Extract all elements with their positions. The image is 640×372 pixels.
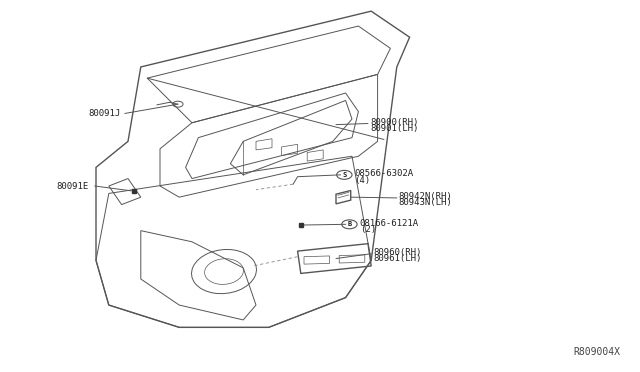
Text: 80960(RH): 80960(RH) <box>373 248 422 257</box>
Text: 80900(RH): 80900(RH) <box>370 118 419 126</box>
Text: 80091E: 80091E <box>56 182 88 190</box>
Text: 80091J: 80091J <box>88 109 120 118</box>
Text: (2): (2) <box>360 225 376 234</box>
Text: R809004X: R809004X <box>574 347 621 357</box>
Text: B: B <box>348 221 351 227</box>
Text: S: S <box>342 172 346 178</box>
Text: 80942N(RH): 80942N(RH) <box>399 192 452 201</box>
Text: 80943N(LH): 80943N(LH) <box>399 198 452 207</box>
Text: 08166-6121A: 08166-6121A <box>360 219 419 228</box>
Text: 80901(LH): 80901(LH) <box>370 124 419 133</box>
Text: 80961(LH): 80961(LH) <box>373 254 422 263</box>
Text: (4): (4) <box>355 176 371 185</box>
Text: 08566-6302A: 08566-6302A <box>355 169 413 178</box>
